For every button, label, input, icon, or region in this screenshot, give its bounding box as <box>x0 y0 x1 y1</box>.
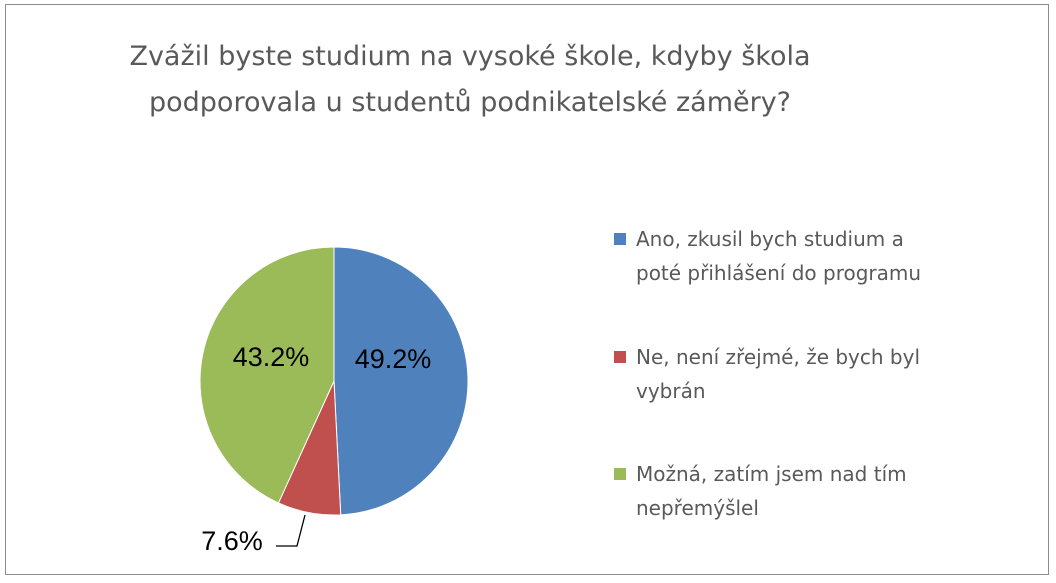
data-label-ano: 49.2% <box>355 344 432 374</box>
legend-label-ano-line-1: Ano, zkusil bych studium a <box>636 227 904 251</box>
legend-label-mozna-line-1: Možná, zatím jsem nad tím <box>636 462 907 486</box>
data-label-ne: 7.6% <box>201 526 263 556</box>
pie-slice-mozna <box>199 246 335 504</box>
chart-title-line-2: podporovala u studentů podnikatelské zám… <box>148 87 792 118</box>
data-label-mozna: 43.2% <box>233 342 310 372</box>
legend-label-ano: Ano, zkusil bych studium a poté přihláše… <box>636 222 996 290</box>
chart-title: Zvážil byste studium na vysoké škole, kd… <box>60 34 880 126</box>
legend-label-ne-line-2: vybrán <box>636 379 706 403</box>
legend-swatch-ne <box>614 351 626 363</box>
pie-slice-ano <box>333 246 469 516</box>
legend-label-ne-line-1: Ne, není zřejmé, že bych byl <box>636 345 921 369</box>
legend-swatch-mozna <box>614 468 626 480</box>
legend-swatch-ano <box>614 233 626 245</box>
legend-label-ne: Ne, není zřejmé, že bych byl vybrán <box>636 340 996 408</box>
leader-line-ne <box>276 514 306 547</box>
chart-frame <box>5 4 1049 575</box>
legend-label-ano-line-2: poté přihlášení do programu <box>636 261 922 285</box>
chart-title-line-1: Zvážil byste studium na vysoké škole, kd… <box>129 41 811 72</box>
legend-label-mozna-line-2: nepřemýšlel <box>636 496 759 520</box>
legend-label-mozna: Možná, zatím jsem nad tím nepřemýšlel <box>636 457 996 525</box>
